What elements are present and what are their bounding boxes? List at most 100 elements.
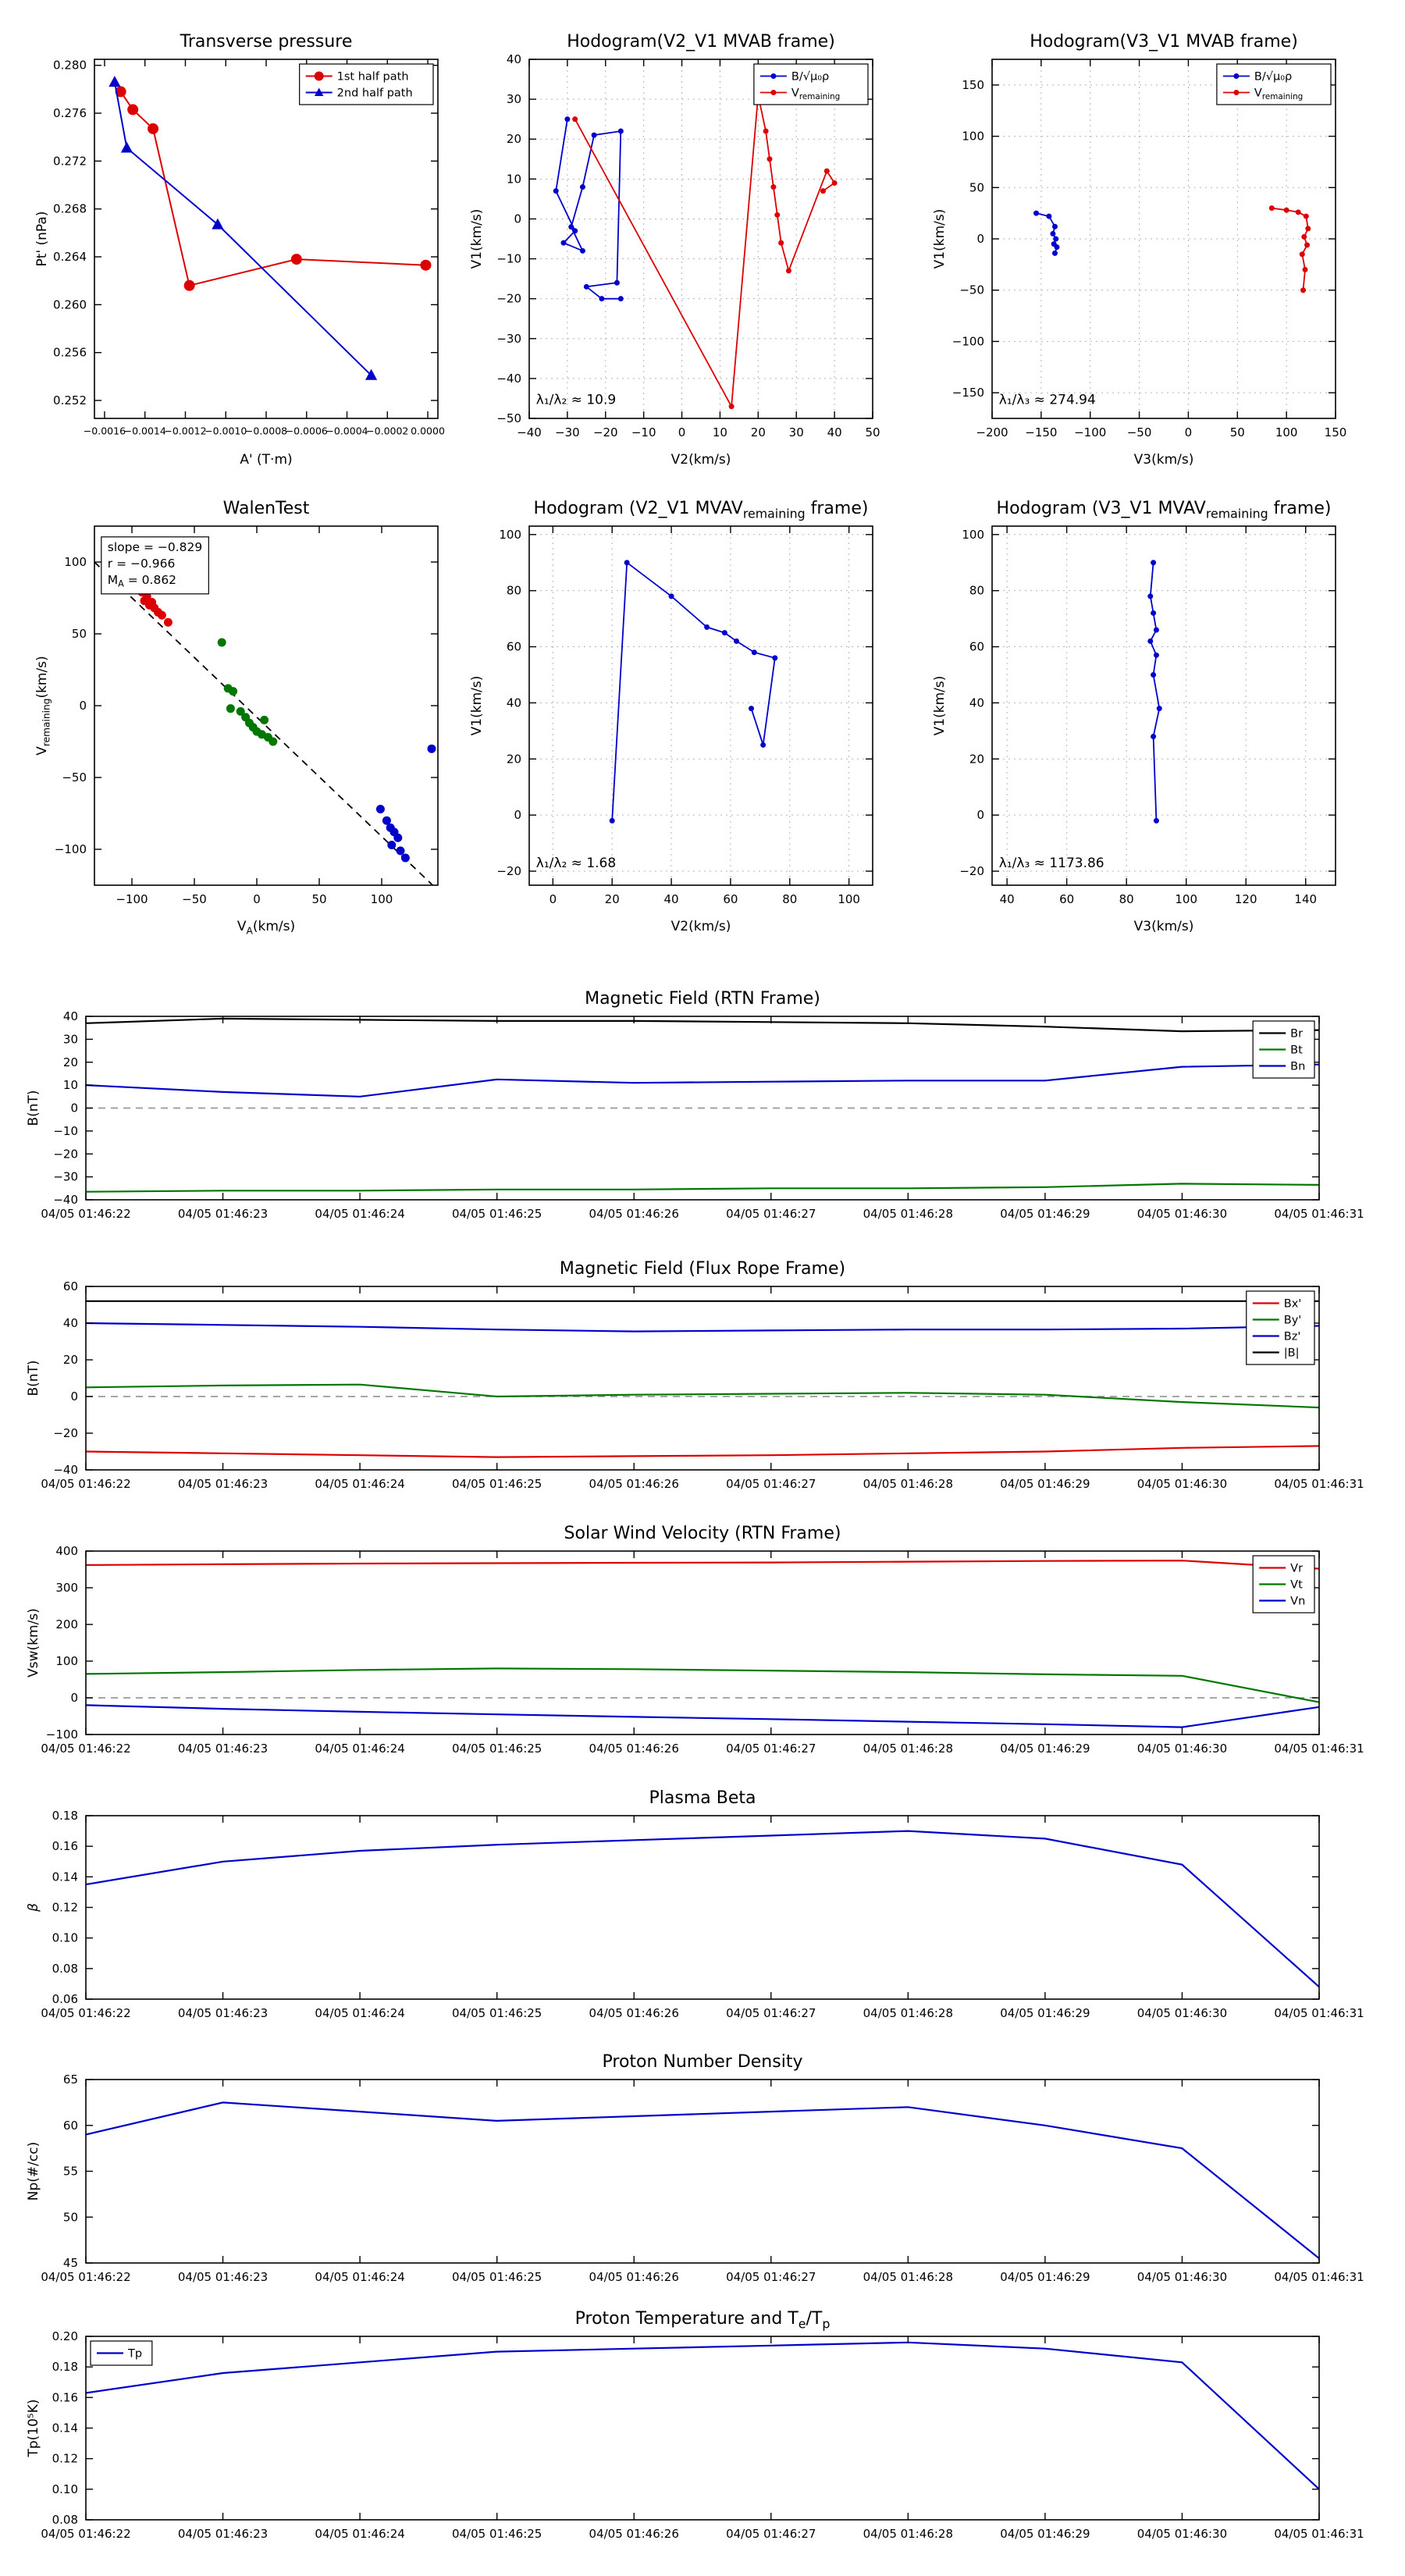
svg-text:0.16: 0.16 <box>52 1839 78 1853</box>
svg-text:Plasma Beta: Plasma Beta <box>649 1788 756 1808</box>
panel-plasma-beta: 04/05 01:46:22 04/05 01:46:23 04/05 01:46:… <box>0 1784 1374 2042</box>
svg-text:04/05 01:46:30: 04/05 01:46:30 <box>1137 1742 1227 1756</box>
svg-text:20: 20 <box>605 892 620 906</box>
svg-text:0.12: 0.12 <box>52 2452 78 2466</box>
svg-text:04/05 01:46:29: 04/05 01:46:29 <box>1000 2006 1090 2020</box>
svg-text:0: 0 <box>678 425 686 439</box>
svg-text:V2(km/s): V2(km/s) <box>671 919 731 934</box>
svg-text:140: 140 <box>1294 892 1317 906</box>
svg-text:−0.0008: −0.0008 <box>245 425 287 437</box>
svg-text:04/05 01:46:30: 04/05 01:46:30 <box>1137 2527 1227 2541</box>
svg-text:04/05 01:46:29: 04/05 01:46:29 <box>1000 1207 1090 1221</box>
svg-text:04/05 01:46:26: 04/05 01:46:26 <box>589 1742 679 1756</box>
svg-text:λ₁/λ₃ ≈ 1173.86: λ₁/λ₃ ≈ 1173.86 <box>999 856 1104 871</box>
panel-hodogram-v2v1-mvav: 0 20 40 60 80 100 −20 0 20 40 60 80 100 Hodogram (V2_… <box>451 487 919 971</box>
svg-text:MA = 0.862: MA = 0.862 <box>108 573 176 589</box>
svg-text:−100: −100 <box>55 842 87 856</box>
svg-text:−100: −100 <box>952 334 984 348</box>
svg-text:0.276: 0.276 <box>53 106 87 120</box>
svg-text:04/05 01:46:28: 04/05 01:46:28 <box>863 1742 953 1756</box>
panel-transverse-pressure: −0.0016 −0.0014 −0.0012 −0.0010 −0.0008 −0.00… <box>16 20 485 504</box>
svg-text:0.260: 0.260 <box>53 297 87 311</box>
svg-text:65: 65 <box>63 2073 78 2087</box>
svg-text:Proton Temperature and Te/Tp: Proton Temperature and Te/Tp <box>575 2309 831 2332</box>
svg-text:20: 20 <box>751 425 766 439</box>
svg-text:20: 20 <box>969 752 984 766</box>
svg-text:Vremaining(km/s): Vremaining(km/s) <box>34 656 52 755</box>
svg-text:150: 150 <box>1325 425 1347 439</box>
svg-text:60: 60 <box>63 2119 78 2133</box>
svg-text:−40: −40 <box>496 372 521 386</box>
svg-text:0.256: 0.256 <box>53 346 87 360</box>
svg-text:04/05 01:46:28: 04/05 01:46:28 <box>863 2270 953 2284</box>
panel-proton-number-density: 04/05 01:46:22 04/05 01:46:23 04/05 01:46:… <box>0 2048 1374 2306</box>
svg-text:By': By' <box>1284 1315 1302 1327</box>
svg-text:B(nT): B(nT) <box>26 1090 41 1126</box>
svg-text:20: 20 <box>63 1353 78 1367</box>
svg-text:Solar Wind Velocity (RTN Frame: Solar Wind Velocity (RTN Frame) <box>564 1524 841 1543</box>
svg-text:V1(km/s): V1(km/s) <box>469 209 485 269</box>
svg-text:04/05 01:46:26: 04/05 01:46:26 <box>589 2527 679 2541</box>
svg-text:80: 80 <box>507 584 521 598</box>
svg-text:B(nT): B(nT) <box>26 1360 41 1396</box>
svg-text:1st half path: 1st half path <box>337 71 409 84</box>
svg-text:04/05 01:46:24: 04/05 01:46:24 <box>315 2006 404 2020</box>
svg-text:50: 50 <box>311 892 326 906</box>
svg-text:04/05 01:46:22: 04/05 01:46:22 <box>41 2006 130 2020</box>
svg-text:−100: −100 <box>1074 425 1106 439</box>
svg-text:04/05 01:46:25: 04/05 01:46:25 <box>452 2270 542 2284</box>
svg-text:0: 0 <box>253 892 261 906</box>
svg-text:λ₁/λ₂ ≈ 10.9: λ₁/λ₂ ≈ 10.9 <box>536 393 616 408</box>
svg-text:45: 45 <box>63 2256 78 2270</box>
svg-text:−0.0012: −0.0012 <box>164 425 206 437</box>
svg-text:V1(km/s): V1(km/s) <box>469 676 485 736</box>
svg-text:−20: −20 <box>53 1147 78 1161</box>
svg-text:A' (T·m): A' (T·m) <box>240 452 292 468</box>
svg-text:−150: −150 <box>952 386 984 400</box>
svg-text:04/05 01:46:25: 04/05 01:46:25 <box>452 2006 542 2020</box>
svg-text:400: 400 <box>55 1544 78 1558</box>
panel-proton-temperature: 04/05 01:46:22 04/05 01:46:23 04/05 01:46:… <box>0 2305 1374 2563</box>
svg-text:60: 60 <box>723 892 738 906</box>
svg-text:04/05 01:46:26: 04/05 01:46:26 <box>589 1477 679 1491</box>
svg-text:20: 20 <box>507 752 521 766</box>
svg-text:40: 40 <box>63 1009 78 1023</box>
svg-text:04/05 01:46:31: 04/05 01:46:31 <box>1274 2270 1364 2284</box>
svg-text:−200: −200 <box>976 425 1008 439</box>
svg-text:04/05 01:46:23: 04/05 01:46:23 <box>178 1477 268 1491</box>
svg-text:0: 0 <box>976 232 984 246</box>
svg-text:0.20: 0.20 <box>52 2329 78 2343</box>
svg-text:60: 60 <box>507 640 521 654</box>
svg-text:−40: −40 <box>517 425 542 439</box>
svg-text:04/05 01:46:29: 04/05 01:46:29 <box>1000 2527 1090 2541</box>
svg-text:50: 50 <box>865 425 880 439</box>
svg-text:Hodogram(V3_V1 MVAB frame): Hodogram(V3_V1 MVAB frame) <box>1030 32 1298 52</box>
svg-text:80: 80 <box>969 584 984 598</box>
svg-text:−20: −20 <box>496 864 521 878</box>
panel-magnetic-field-fluxrope: 04/05 01:46:22 04/05 01:46:23 04/05 01:46:… <box>0 1255 1374 1513</box>
svg-text:0.252: 0.252 <box>53 393 87 407</box>
svg-text:Magnetic Field (RTN Frame): Magnetic Field (RTN Frame) <box>585 989 820 1009</box>
svg-text:20: 20 <box>507 132 521 146</box>
svg-text:04/05 01:46:31: 04/05 01:46:31 <box>1274 1477 1364 1491</box>
svg-text:β: β <box>26 1903 41 1912</box>
svg-text:−50: −50 <box>959 283 984 297</box>
svg-text:04/05 01:46:24: 04/05 01:46:24 <box>315 1742 404 1756</box>
svg-text:04/05 01:46:30: 04/05 01:46:30 <box>1137 2006 1227 2020</box>
svg-text:−0.0006: −0.0006 <box>286 425 328 437</box>
svg-text:V1(km/s): V1(km/s) <box>932 676 948 736</box>
svg-text:80: 80 <box>1119 892 1134 906</box>
svg-text:V1(km/s): V1(km/s) <box>932 209 948 269</box>
svg-text:40: 40 <box>827 425 842 439</box>
svg-text:04/05 01:46:22: 04/05 01:46:22 <box>41 1207 130 1221</box>
svg-text:Tp(10⁵K): Tp(10⁵K) <box>26 2399 41 2457</box>
svg-text:Vsw(km/s): Vsw(km/s) <box>26 1608 41 1678</box>
svg-text:80: 80 <box>782 892 797 906</box>
svg-text:10: 10 <box>713 425 727 439</box>
svg-text:120: 120 <box>1235 892 1257 906</box>
svg-text:50: 50 <box>969 180 984 194</box>
svg-text:0: 0 <box>514 808 521 822</box>
svg-text:0.264: 0.264 <box>53 250 87 264</box>
svg-text:30: 30 <box>789 425 804 439</box>
svg-text:04/05 01:46:24: 04/05 01:46:24 <box>315 2527 404 2541</box>
